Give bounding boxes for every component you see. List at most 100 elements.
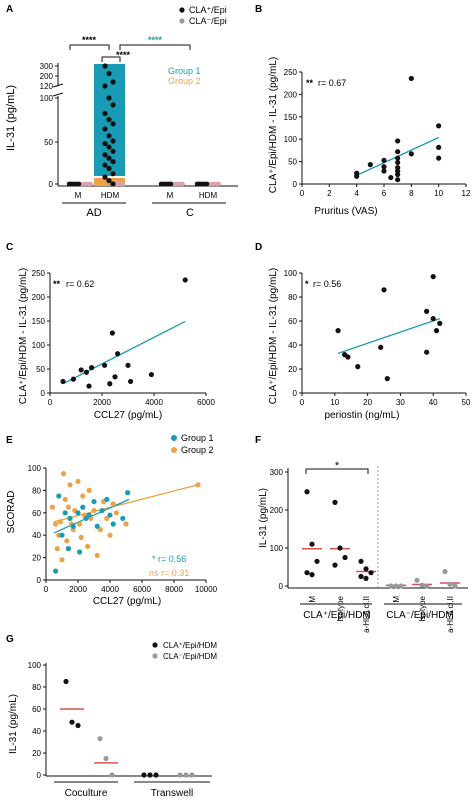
group2-label: Group 2 <box>168 76 201 86</box>
panel-a: A IL-31 (pg/mL) CLA⁺/Epi CLA⁻/Epi 300 20… <box>5 4 238 219</box>
y-tick-label: 100 <box>28 661 42 670</box>
data-point-group1 <box>99 507 105 514</box>
data-point <box>153 772 159 778</box>
x-tick-label: Isotype <box>418 595 427 621</box>
data-point <box>381 157 387 163</box>
panel-e: E SCORAD CCL27 (pg/mL) Group 1 Group 2 *… <box>6 433 218 607</box>
x-tick-label: 2000 <box>93 398 111 407</box>
data-point <box>363 575 369 582</box>
x-tick-label: 10 <box>330 398 339 407</box>
data-point <box>141 772 147 778</box>
data-point <box>367 162 373 168</box>
data-point <box>395 165 401 171</box>
panel-letter-g: G <box>6 634 14 645</box>
data-point-group1 <box>62 510 68 516</box>
data-point-group2 <box>59 557 65 563</box>
data-point <box>345 354 351 360</box>
legend-cla-minus-hdm-marker <box>152 653 158 659</box>
panel-a-ytick: 0 <box>49 180 54 189</box>
data-point <box>112 374 118 380</box>
data-point-group1 <box>107 512 113 518</box>
data-point <box>107 381 113 387</box>
x-tick-label: a-HLA cl.II <box>446 596 455 633</box>
data-point-cla-plus <box>106 144 112 150</box>
data-point-group2 <box>123 521 129 527</box>
data-point-group2 <box>78 534 84 541</box>
data-point-group1 <box>67 515 73 522</box>
data-point <box>183 772 189 778</box>
panel-d-xlabel: periostin (ng/mL) <box>324 410 399 421</box>
data-point <box>395 155 401 161</box>
data-point <box>332 562 338 568</box>
x-tick-label: 0 <box>300 189 305 198</box>
data-point <box>69 719 75 725</box>
data-point <box>309 572 315 578</box>
panel-letter-a: A <box>6 4 13 15</box>
panel-e-xlabel: CCL27 (pg/mL) <box>93 596 161 607</box>
data-point <box>78 367 84 373</box>
panel-f-group-label: CLA⁻/Epi/HDM <box>386 610 454 621</box>
data-point-group1 <box>86 512 92 518</box>
data-point <box>395 138 401 144</box>
panel-a-xtick: HDM <box>199 191 218 200</box>
panel-g-group-label: Transwell <box>151 788 193 799</box>
data-point-cla-plus <box>110 102 116 108</box>
data-point <box>355 364 361 370</box>
y-tick-label: 40 <box>32 727 41 736</box>
panel-f-sig: * <box>335 460 340 472</box>
data-point <box>436 123 442 129</box>
panel-f-ylabel: IL-31 (pg/mL) <box>258 488 269 548</box>
data-point-group2 <box>57 519 64 525</box>
panel-e-group1-r: * r= 0.56 <box>152 554 186 564</box>
data-point-group2 <box>195 482 201 488</box>
data-point-cla-plus <box>102 174 108 180</box>
sig-bracket <box>69 44 110 50</box>
panel-f-group-label: CLA⁺/Epi/HDM <box>303 610 371 621</box>
data-point <box>424 308 430 314</box>
panel-b: B CLA⁺/Epi/HDM - IL-31 (pg/mL) Pruritus … <box>255 4 471 217</box>
x-tick-label: 2 <box>327 189 332 198</box>
data-point <box>395 159 401 166</box>
panel-c-r: r= 0.62 <box>66 279 94 289</box>
data-point-cla-plus <box>76 181 82 187</box>
data-point-group1 <box>110 521 116 527</box>
panel-a-xtick: M <box>167 191 174 200</box>
legend-cla-plus-hdm-label: CLA⁺/Epi/HDM <box>163 641 217 650</box>
panel-d-r: r= 0.56 <box>313 279 341 289</box>
data-point <box>128 378 134 385</box>
panel-c-xlabel: CCL27 (pg/mL) <box>94 410 162 421</box>
x-tick-label: 4000 <box>145 398 163 407</box>
data-point <box>102 362 108 368</box>
legend-group1-label: Group 1 <box>181 433 214 443</box>
y-tick-label: 0 <box>41 389 46 398</box>
data-point <box>452 583 458 589</box>
data-point-cla-plus <box>102 83 108 89</box>
panel-e-group2-r: ns r= 0.31 <box>149 568 189 578</box>
panel-a-ytick: 200 <box>40 72 54 81</box>
data-point <box>381 164 387 170</box>
y-tick-label: 0 <box>37 771 42 780</box>
data-point-cla-plus <box>110 171 116 177</box>
y-tick-label: 150 <box>32 317 46 326</box>
data-point <box>436 155 442 161</box>
panel-d: D CLA⁺/Epi/HDM - IL-31 (pg/mL) periostin… <box>255 242 471 421</box>
data-point-cla-plus <box>110 148 116 154</box>
data-point-cla-plus <box>106 177 112 184</box>
y-tick-label: 100 <box>28 464 42 473</box>
panel-a-axis-break <box>52 92 64 97</box>
data-point <box>388 174 394 181</box>
data-point-group2 <box>62 496 68 502</box>
data-point <box>358 573 364 580</box>
panel-a-ytick: 100 <box>40 94 54 103</box>
data-point <box>103 755 109 762</box>
sig-label: **** <box>148 35 163 45</box>
y-tick-label: 0 <box>279 582 284 591</box>
data-point <box>424 583 430 589</box>
data-point <box>381 168 387 174</box>
panel-a-ytick: 50 <box>44 138 53 147</box>
y-tick-label: 60 <box>32 705 41 714</box>
x-tick-label: 20 <box>363 398 372 407</box>
x-tick-label: 0 <box>300 398 305 407</box>
data-point-cla-plus <box>102 140 108 147</box>
y-tick-label: 250 <box>284 68 298 77</box>
